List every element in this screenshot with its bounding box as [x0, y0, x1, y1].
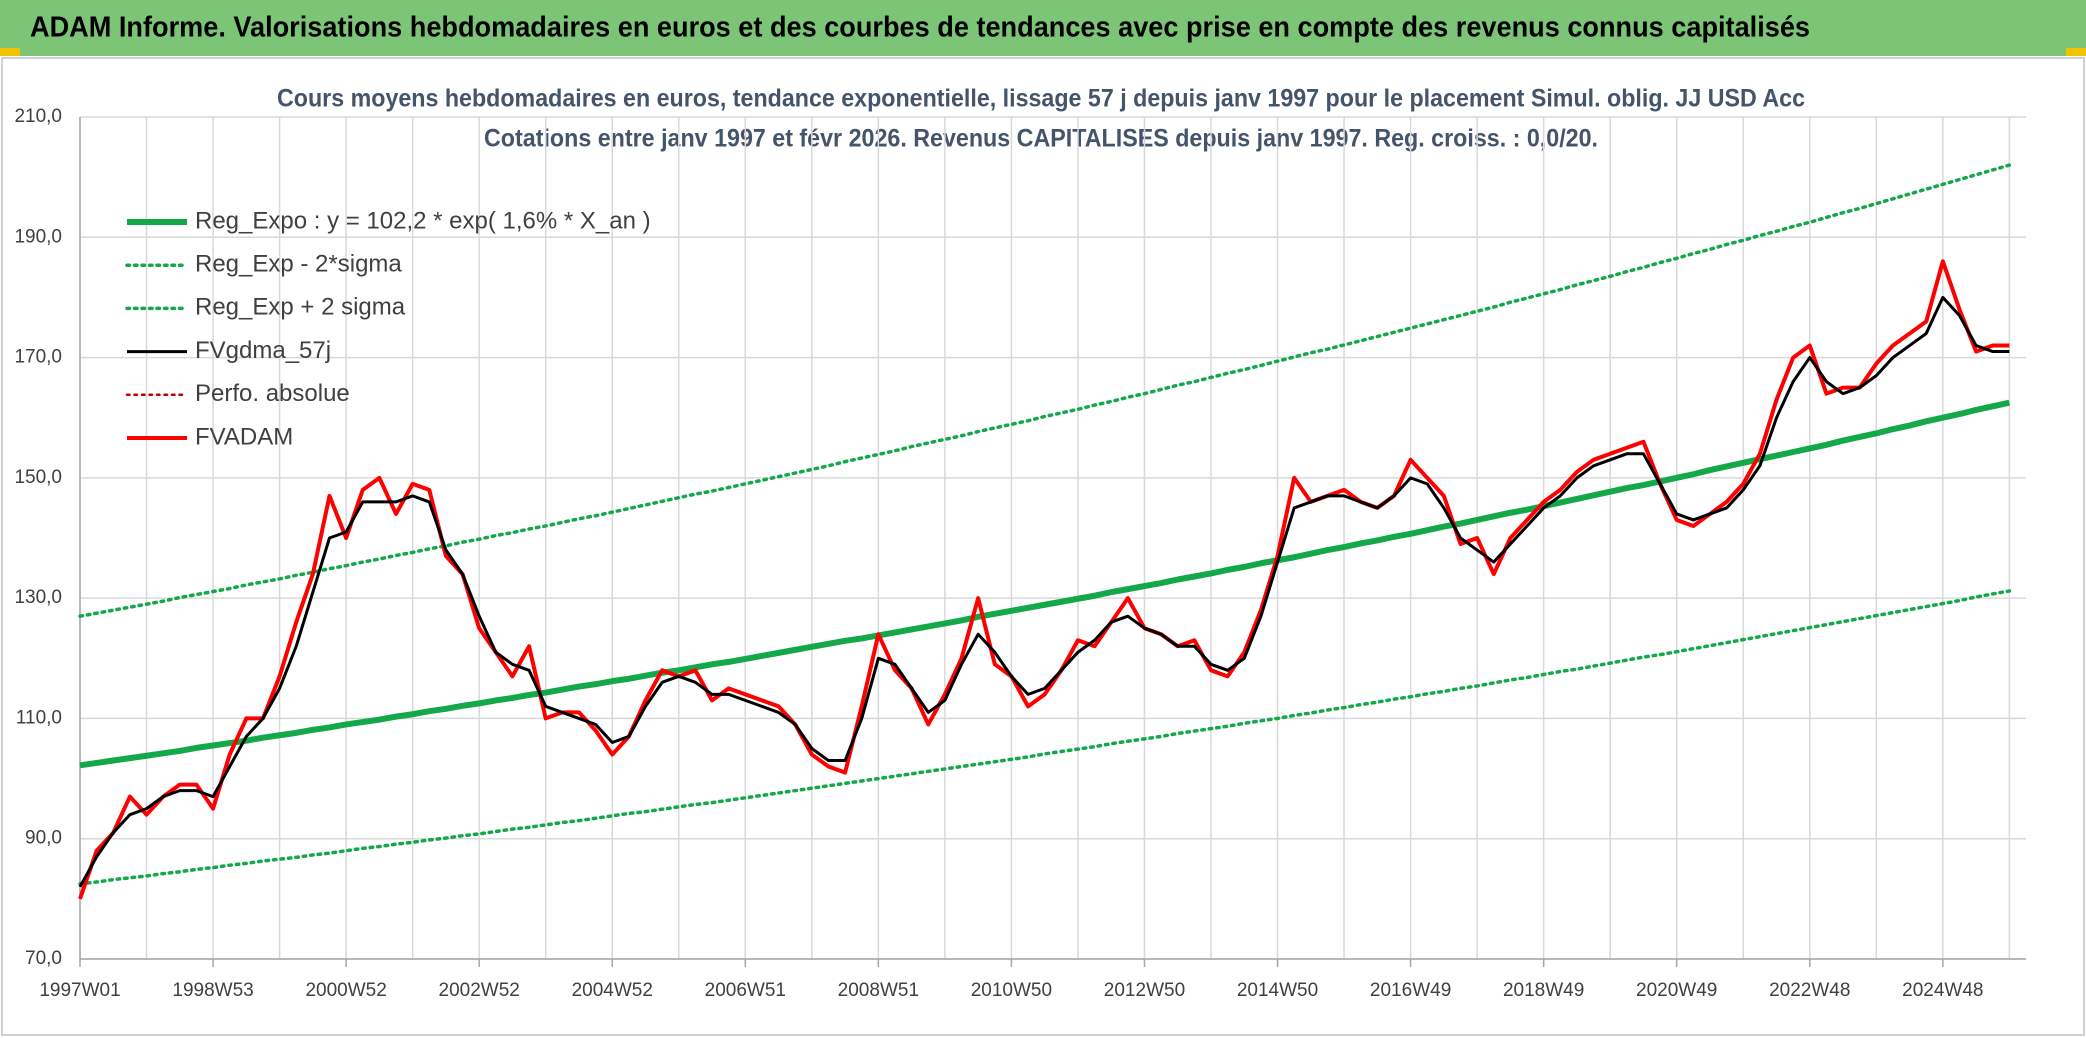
x-tick-label: 2018W49	[1503, 980, 1584, 1001]
x-tick-label: 2008W51	[838, 980, 919, 1001]
x-tick-label: 2012W50	[1104, 980, 1185, 1001]
plot-lines	[78, 163, 2012, 900]
legend-label: FVgdma_57j	[195, 337, 331, 364]
y-tick-label: 170,0	[14, 347, 62, 368]
corner-strip	[0, 48, 20, 56]
x-tick-label: 2006W51	[705, 980, 786, 1001]
x-tick-label: 2000W52	[305, 980, 386, 1001]
y-tick-label: 190,0	[14, 226, 62, 247]
y-tick-label: 70,0	[25, 948, 62, 969]
x-tick-label: 2014W50	[1237, 980, 1318, 1001]
x-tick-label: 2010W50	[971, 980, 1052, 1001]
chart-frame	[1, 57, 2085, 1036]
series-line	[78, 295, 2010, 888]
legend-label: Perfo. absolue	[195, 380, 350, 407]
y-tick-label: 110,0	[16, 707, 62, 728]
legend-label: FVADAM	[195, 423, 293, 450]
legend: Reg_Expo : y = 102,2 * exp( 1,6% * X_an …	[125, 207, 651, 450]
x-tick-label: 2024W48	[1902, 980, 1983, 1001]
x-tick-label: 2002W52	[439, 980, 520, 1001]
x-tick-label: 2004W52	[572, 980, 653, 1001]
x-tick-label: 2016W49	[1370, 980, 1451, 1001]
y-tick-label: 90,0	[25, 828, 62, 849]
legend-label: Reg_Exp + 2 sigma	[195, 294, 406, 321]
y-tick-label: 130,0	[14, 587, 62, 608]
corner-strip	[2066, 48, 2086, 56]
series-line	[78, 589, 2012, 886]
x-tick-label: 2022W48	[1769, 980, 1850, 1001]
subtitle: Cotations entre janv 1997 et févr 2026. …	[484, 125, 1598, 153]
legend-label: Reg_Expo : y = 102,2 * exp( 1,6% * X_an …	[195, 207, 651, 234]
x-tick-label: 1997W01	[39, 980, 120, 1001]
y-tick-label: 210,0	[14, 106, 62, 127]
legend-label: Reg_Exp - 2*sigma	[195, 251, 402, 278]
x-tick-label: 1998W53	[172, 980, 253, 1001]
series-line	[78, 259, 2010, 900]
series-line	[79, 399, 2011, 769]
x-tick-label: 2020W49	[1636, 980, 1717, 1001]
header-band	[0, 0, 2086, 56]
header-title: ADAM Informe. Valorisations hebdomadaire…	[30, 12, 1810, 44]
subtitle: Cours moyens hebdomadaires en euros, ten…	[277, 85, 1805, 113]
y-tick-label: 150,0	[14, 467, 62, 488]
series-line	[78, 163, 2012, 618]
grid: 70,0 90,0 110,0 130,0 150,0 170,0 190,0 210,0 19…	[14, 106, 2026, 1001]
